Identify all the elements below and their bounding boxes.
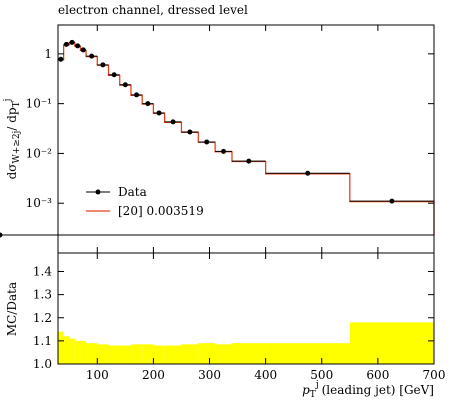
band [181, 344, 199, 364]
band [108, 345, 120, 364]
band [198, 343, 216, 364]
y-axis-label: MC/Data [5, 282, 19, 336]
xlabel-part: p [302, 383, 310, 397]
band [142, 344, 154, 364]
data-point [170, 119, 176, 125]
y-tick-label: 1.1 [33, 334, 52, 348]
ylabel-part: / dp [5, 107, 19, 131]
band [69, 338, 75, 364]
mc-line [58, 41, 435, 235]
xlabel-part: (leading jet) [GeV] [322, 383, 434, 397]
ylabel-part: T [12, 101, 22, 107]
x-tick-label: 400 [254, 368, 277, 382]
data-point [187, 129, 193, 135]
x-tick-label: 200 [142, 368, 165, 382]
band [164, 345, 182, 364]
y-tick-label: 1.4 [33, 265, 52, 279]
legend-label: Data [118, 185, 147, 199]
band [63, 336, 70, 364]
data-point [111, 72, 117, 78]
data-point [69, 39, 75, 45]
band [86, 343, 98, 364]
y-tick-label: 1 [44, 47, 52, 61]
band [74, 340, 81, 364]
x-tick-label: 500 [310, 368, 333, 382]
data-point [58, 56, 64, 62]
data-point [80, 47, 86, 53]
data-point [63, 41, 69, 47]
data-point [75, 43, 81, 49]
y-tick-label: 1.3 [33, 288, 52, 302]
y-tick-label: 10⁻² [26, 146, 53, 160]
band [80, 340, 87, 364]
data-point [100, 62, 106, 68]
y-tick-label: 10⁻³ [26, 196, 53, 210]
chart-title: electron channel, dressed level [58, 3, 248, 17]
xlabel-part: j [315, 380, 319, 390]
plot-frame [57, 252, 435, 365]
data-point [246, 158, 252, 164]
data-point [122, 82, 128, 88]
y-axis-label: dσW+≥2j/ dpTj [3, 99, 22, 180]
x-tick-label: 700 [423, 368, 446, 382]
plot-frame [57, 24, 435, 254]
data-point [89, 53, 95, 59]
band [119, 345, 131, 364]
xlabel-part: T [310, 390, 316, 400]
ylabel-part: W+≥2j [12, 131, 22, 164]
data-point [221, 148, 227, 154]
band [97, 344, 109, 364]
band [231, 343, 266, 364]
band [153, 345, 165, 364]
band [215, 344, 232, 364]
data-point [0, 232, 3, 238]
x-tick-label: 300 [198, 368, 221, 382]
y-tick-label: 10⁻¹ [26, 97, 52, 111]
data-point [145, 101, 151, 107]
legend-label: [20] 0.003519 [118, 204, 204, 218]
y-tick-label: 1.2 [33, 311, 52, 325]
data-point [156, 110, 162, 116]
data-point [204, 139, 210, 145]
y-tick-label: 1.0 [33, 357, 52, 371]
x-tick-label: 600 [366, 368, 389, 382]
band [130, 344, 143, 364]
x-axis-label: pTj (leading jet) [GeV] [302, 380, 434, 400]
band [58, 331, 64, 364]
band [349, 322, 434, 364]
legend-marker [95, 189, 101, 195]
data-point [305, 170, 311, 176]
ylabel-part: dσ [5, 164, 19, 180]
data-point [389, 198, 395, 204]
data-point [134, 92, 140, 98]
ylabel-part: j [3, 99, 13, 103]
band [265, 343, 350, 364]
x-tick-label: 100 [86, 368, 109, 382]
